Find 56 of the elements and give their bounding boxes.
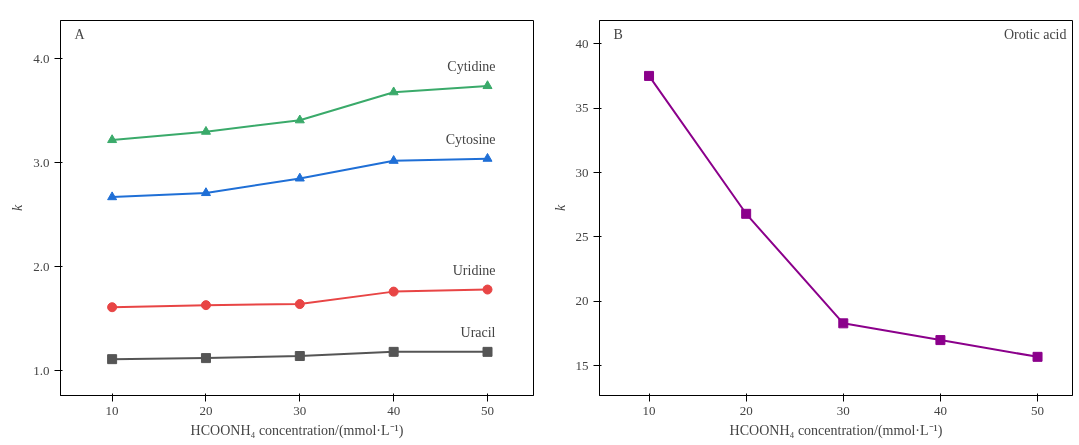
x-tick-label: 50 [1031, 402, 1045, 418]
point [838, 318, 849, 329]
point [107, 191, 118, 201]
y-tick-label: 2.0 [33, 258, 50, 274]
point [935, 335, 946, 346]
point [482, 284, 493, 295]
point [741, 208, 752, 219]
series-label: Uracil [460, 324, 496, 340]
x-tick-label: 30 [836, 402, 850, 418]
point [200, 300, 211, 311]
point [200, 353, 211, 364]
point [388, 155, 399, 164]
y-tick-label: 35 [575, 100, 589, 116]
point [1032, 351, 1043, 362]
y-axis-title: k [552, 204, 568, 212]
x-axis-title: HCOONH₄ concentration/(mmol·L⁻¹) [729, 422, 943, 439]
y-tick-label: 25 [575, 228, 589, 244]
x-tick-label: 50 [481, 402, 495, 418]
point [388, 86, 399, 96]
annotation: B [613, 26, 623, 42]
y-tick-label: 15 [575, 357, 589, 373]
y-tick-label: 20 [575, 293, 589, 309]
point [107, 302, 118, 313]
point [388, 286, 399, 297]
y-tick-label: 4.0 [33, 50, 50, 66]
point [200, 125, 211, 135]
point [294, 172, 305, 182]
point [388, 346, 399, 357]
x-tick-label: 30 [293, 402, 307, 418]
point [107, 354, 118, 365]
text: Orotic acid [1003, 26, 1067, 42]
y-tick-label: 40 [575, 35, 589, 51]
point [107, 134, 118, 144]
x-tick-label: 20 [739, 402, 753, 418]
series-label: Uridine [452, 262, 496, 278]
x-tick-label: 10 [105, 402, 119, 418]
point [482, 80, 493, 90]
x-tick-label: 10 [642, 402, 656, 418]
y-tick-label: 1.0 [33, 362, 50, 378]
point [200, 187, 211, 197]
x-axis-title: HCOONH₄ concentration/(mmol·L⁻¹) [190, 422, 404, 439]
point [482, 346, 493, 357]
point [482, 152, 493, 162]
point [294, 351, 305, 362]
x-tick-label: 40 [933, 402, 947, 418]
series-label: Cytidine [447, 58, 496, 74]
y-tick-label: 30 [575, 164, 589, 180]
series-label: Cytosine [445, 131, 496, 147]
annotation: A [74, 26, 86, 42]
point [644, 70, 655, 81]
x-tick-label: 20 [199, 402, 213, 418]
y-tick-label: 3.0 [33, 154, 50, 170]
point [294, 299, 305, 310]
y-axis-title: k [10, 204, 26, 212]
x-tick-label: 40 [387, 402, 401, 418]
point [294, 114, 305, 124]
